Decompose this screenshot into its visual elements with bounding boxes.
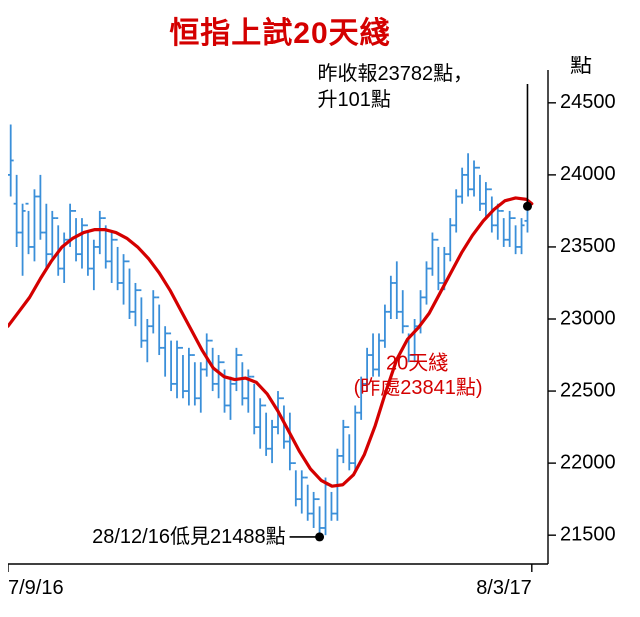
y-tick-label: 24000	[560, 163, 616, 185]
y-tick-label: 24500	[560, 91, 616, 113]
y-tick-label: 21500	[560, 523, 616, 545]
chart-area: 點 21500 22000 22500 23000 23500 24000 24500 7/9/…	[8, 56, 632, 612]
y-tick-label: 23500	[560, 235, 616, 257]
y-tick-label: 23000	[560, 307, 616, 329]
close-annotation-line1: 昨收報23782點，	[317, 62, 473, 85]
ohlc-chart: 點 21500 22000 22500 23000 23500 24000 24500 7/9/…	[8, 56, 632, 612]
y-tick-label: 22500	[560, 379, 616, 401]
ma20-line	[8, 198, 532, 486]
ma-annotation-line1: 20天綫	[386, 351, 448, 374]
x-tick-label: 8/3/17	[476, 577, 532, 599]
ohlc-bars	[8, 124, 530, 536]
y-axis-title: 點	[570, 56, 592, 77]
chart-title: 恒指上試20天綫	[0, 8, 560, 52]
x-tick-label: 7/9/16	[8, 577, 64, 599]
low-annotation: 28/12/16低見21488點	[92, 525, 285, 548]
y-tick-label: 22000	[560, 451, 616, 473]
close-annotation-line2: 升101點	[317, 88, 390, 111]
ma-annotation-line2: (昨處23841點)	[354, 376, 483, 399]
